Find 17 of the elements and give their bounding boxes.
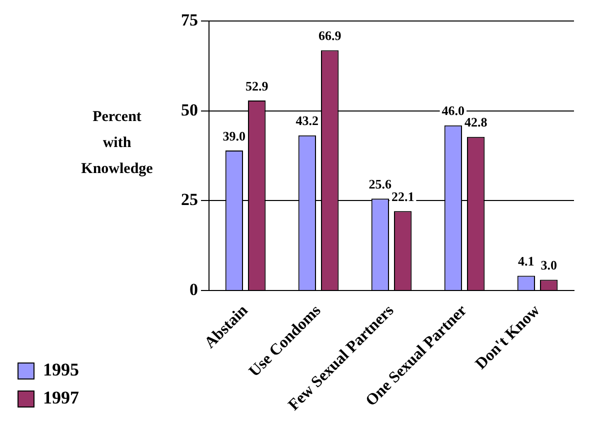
y-tick-label: 25: [181, 190, 198, 210]
y-tick-label: 75: [181, 10, 198, 30]
text: 42.8: [464, 114, 488, 130]
text: 43.2: [296, 113, 319, 128]
text: 39.0: [222, 128, 246, 144]
text: 4.1: [518, 254, 534, 269]
y-tick-label: 50: [181, 100, 198, 120]
y-tick-label: 0: [190, 280, 198, 299]
text: 3.0: [540, 258, 557, 273]
text: 22.1: [391, 189, 414, 204]
legend-label: 1995: [43, 360, 79, 380]
legend-label: 1997: [43, 388, 79, 408]
text: 46.0: [442, 103, 465, 118]
y-axis-title: Percent with Knowledge: [81, 108, 154, 177]
text: 66.9: [318, 28, 342, 44]
text: 25.6: [368, 176, 392, 192]
text: 52.9: [245, 78, 268, 94]
